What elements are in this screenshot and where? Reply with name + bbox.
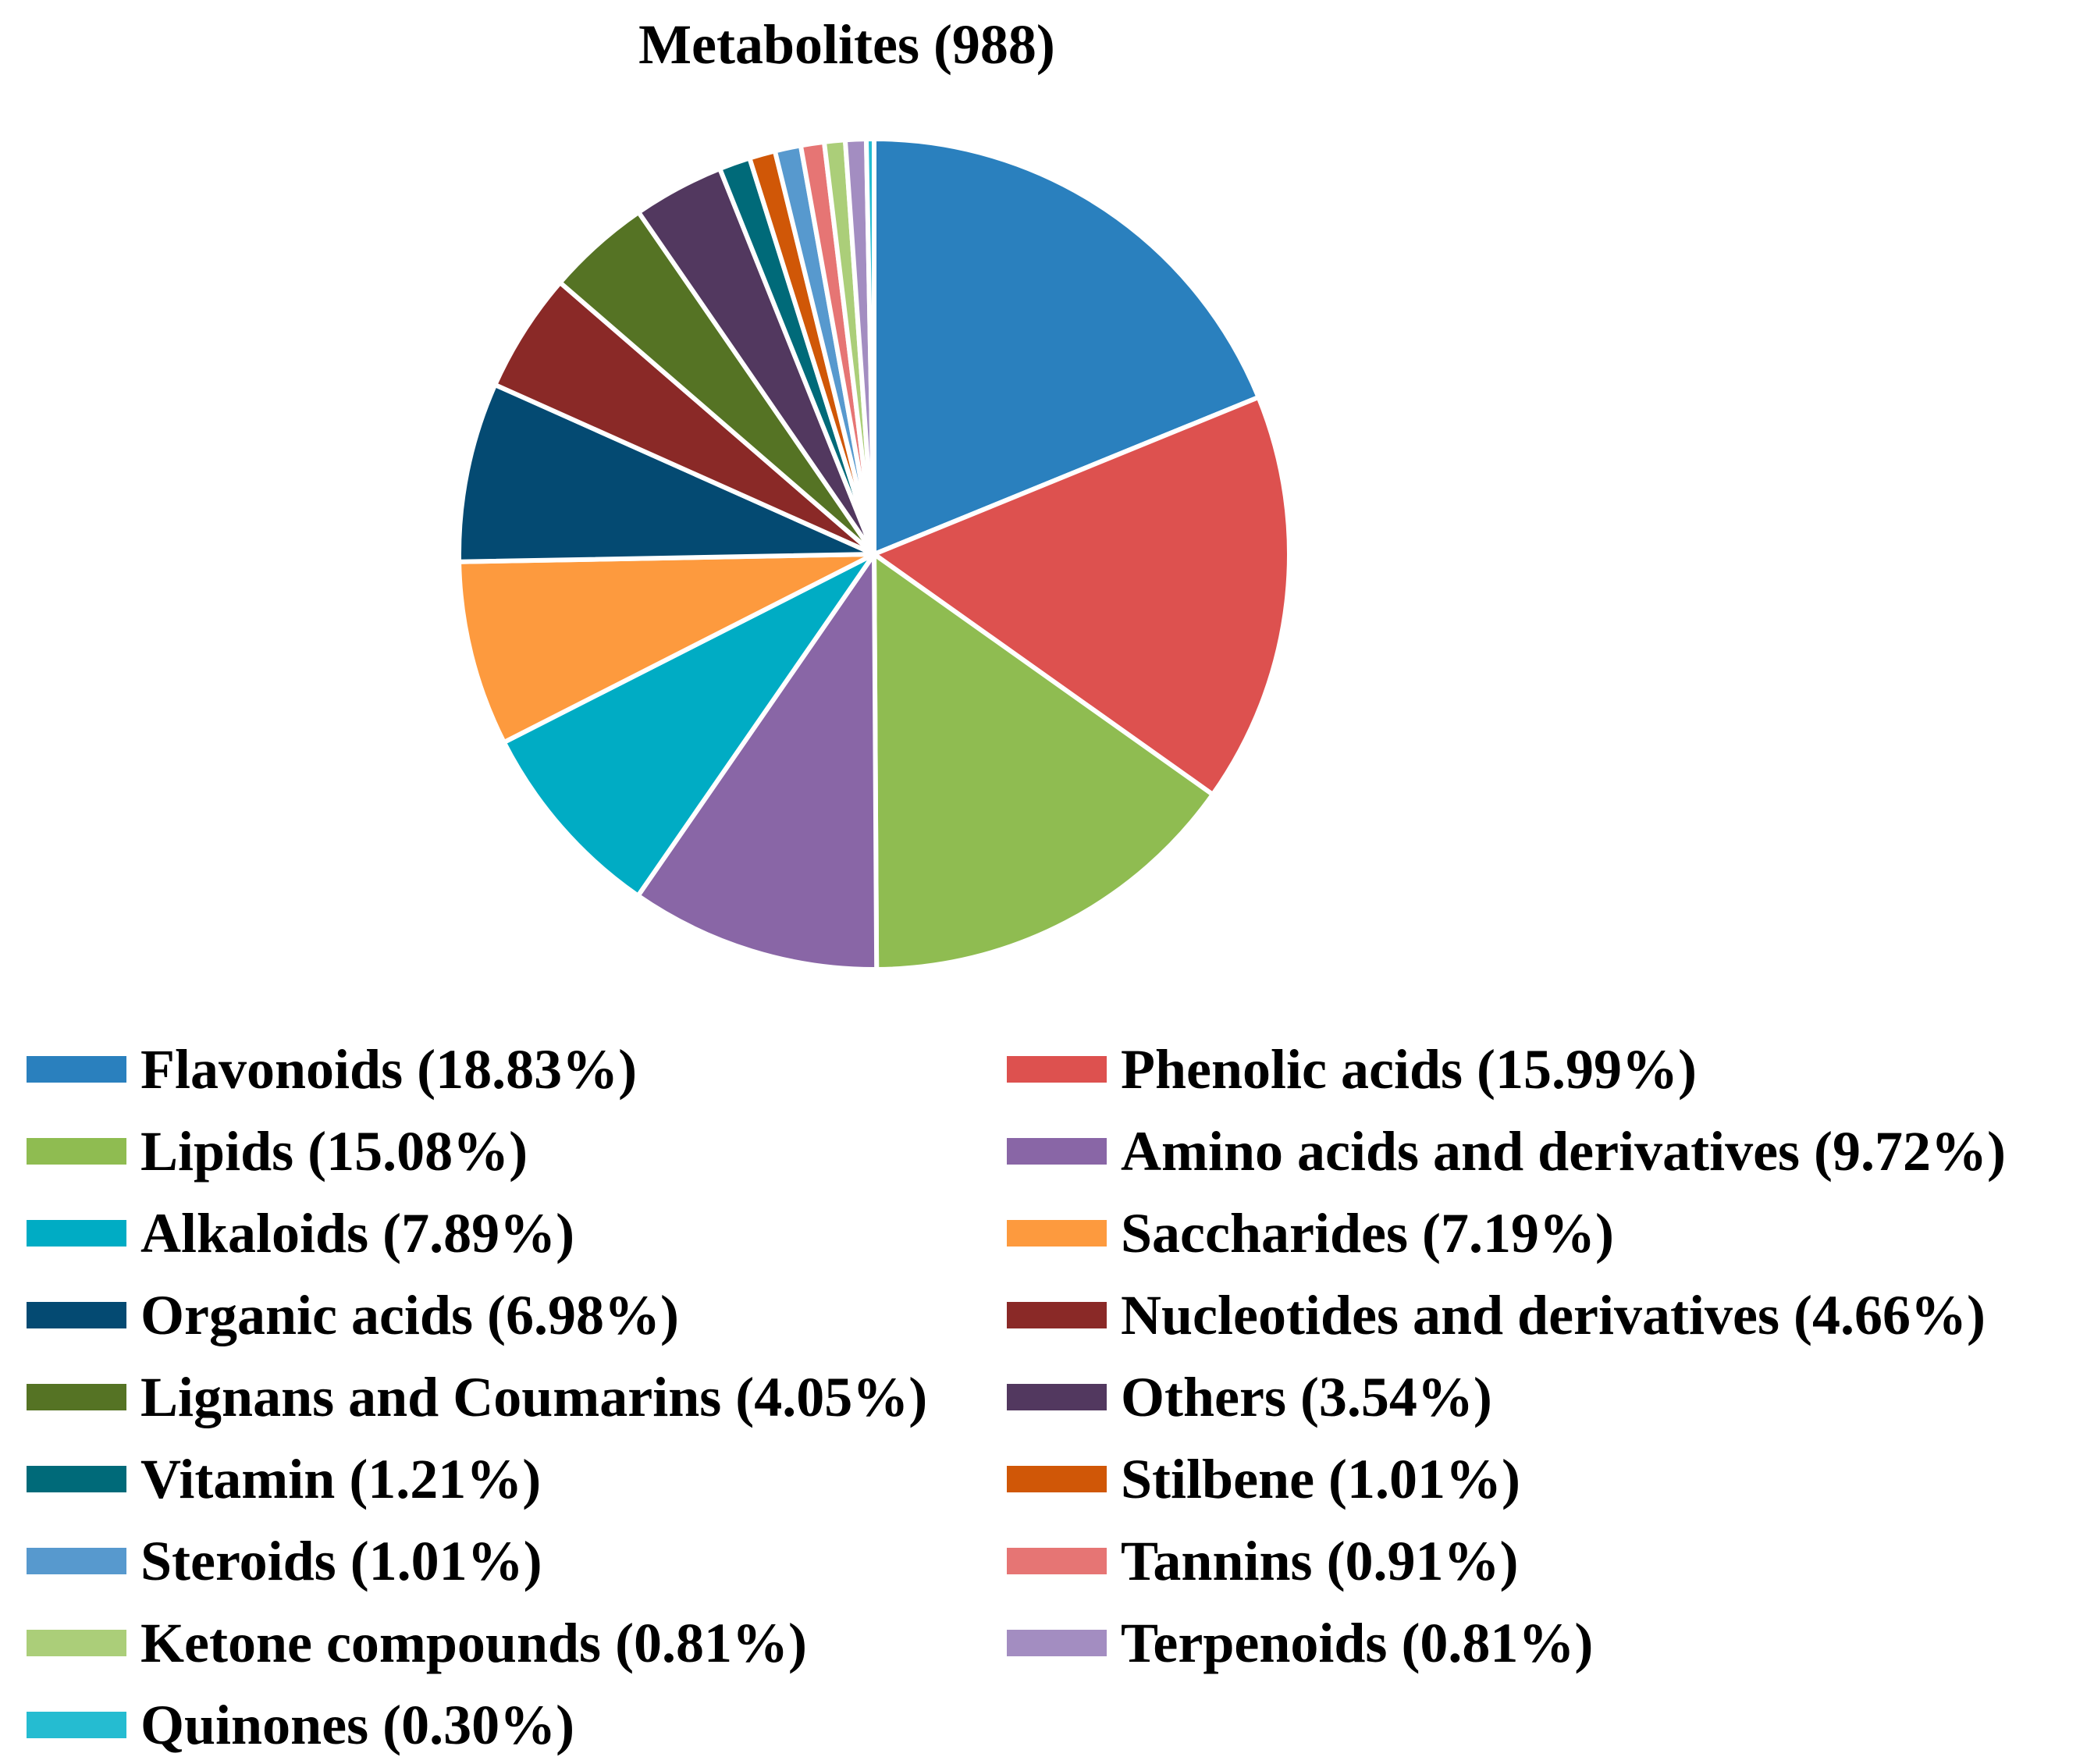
legend-swatch bbox=[27, 1548, 126, 1574]
pie-slice-nucleotides-and-derivatives bbox=[492, 279, 876, 557]
legend-item-terpenoids: Terpenoids (0.81%) bbox=[1007, 1604, 1593, 1682]
chart-title: Metabolites (988) bbox=[638, 13, 1055, 76]
legend-swatch bbox=[1007, 1302, 1107, 1328]
legend-label: Alkaloids (7.89%) bbox=[140, 1202, 575, 1264]
legend-item-alkaloids: Alkaloids (7.89%) bbox=[27, 1194, 574, 1272]
legend-label: Ketone compounds (0.81%) bbox=[140, 1612, 808, 1674]
legend-label: Tannins (0.91%) bbox=[1121, 1530, 1519, 1592]
legend-swatch bbox=[1007, 1466, 1107, 1492]
legend-swatch bbox=[27, 1138, 126, 1165]
pie-slice-lipids bbox=[872, 552, 1215, 972]
legend-item-flavonoids: Flavonoids (18.83%) bbox=[27, 1030, 637, 1108]
legend-label: Stilbene (1.01%) bbox=[1121, 1448, 1520, 1510]
legend-label: Organic acids (6.98%) bbox=[140, 1284, 679, 1346]
legend-swatch bbox=[27, 1056, 126, 1083]
legend-label: Lipids (15.08%) bbox=[140, 1120, 528, 1183]
legend-item-organic-acids: Organic acids (6.98%) bbox=[27, 1276, 679, 1354]
legend-item-amino-acids-and-derivatives: Amino acids and derivatives (9.72%) bbox=[1007, 1112, 2006, 1190]
pie-chart bbox=[457, 136, 1292, 972]
legend-swatch bbox=[1007, 1056, 1107, 1083]
legend-item-phenolic-acids: Phenolic acids (15.99%) bbox=[1007, 1030, 1697, 1108]
legend-swatch bbox=[27, 1220, 126, 1247]
legend-item-saccharides: Saccharides (7.19%) bbox=[1007, 1194, 1614, 1272]
legend-swatch bbox=[1007, 1630, 1107, 1656]
legend-item-ketone-compounds: Ketone compounds (0.81%) bbox=[27, 1604, 807, 1682]
legend-label: Terpenoids (0.81%) bbox=[1121, 1612, 1594, 1674]
pie-slice-phenolic-acids bbox=[872, 394, 1292, 797]
legend-swatch bbox=[27, 1302, 126, 1328]
legend-item-others: Others (3.54%) bbox=[1007, 1358, 1492, 1436]
legend-item-quinones: Quinones (0.30%) bbox=[27, 1686, 574, 1764]
legend-swatch bbox=[1007, 1138, 1107, 1165]
legend-item-vitamin: Vitamin (1.21%) bbox=[27, 1440, 541, 1518]
legend-swatch bbox=[1007, 1220, 1107, 1247]
legend-item-lignans-and-coumarins: Lignans and Coumarins (4.05%) bbox=[27, 1358, 927, 1436]
pie-slice-organic-acids bbox=[457, 382, 876, 564]
legend-swatch bbox=[1007, 1384, 1107, 1410]
legend-label: Saccharides (7.19%) bbox=[1121, 1202, 1614, 1264]
legend-item-tannins: Tannins (0.91%) bbox=[1007, 1522, 1519, 1600]
pie-slice-saccharides bbox=[457, 552, 876, 745]
legend-label: Quinones (0.30%) bbox=[140, 1694, 575, 1756]
legend-swatch bbox=[1007, 1548, 1107, 1574]
legend-swatch bbox=[27, 1712, 126, 1738]
pie-slice-flavonoids bbox=[872, 137, 1261, 557]
legend-label: Others (3.54%) bbox=[1121, 1366, 1492, 1428]
legend-label: Phenolic acids (15.99%) bbox=[1121, 1038, 1697, 1101]
legend-label: Steroids (1.01%) bbox=[140, 1530, 542, 1592]
legend-swatch bbox=[27, 1384, 126, 1410]
pie-slice-alkaloids bbox=[501, 552, 876, 898]
legend-label: Flavonoids (18.83%) bbox=[140, 1038, 638, 1101]
legend-label: Lignans and Coumarins (4.05%) bbox=[140, 1366, 928, 1428]
legend-item-steroids: Steroids (1.01%) bbox=[27, 1522, 542, 1600]
legend-item-lipids: Lipids (15.08%) bbox=[27, 1112, 528, 1190]
legend-label: Nucleotides and derivatives (4.66%) bbox=[1121, 1284, 1986, 1346]
legend-label: Vitamin (1.21%) bbox=[140, 1448, 542, 1510]
legend-swatch bbox=[27, 1466, 126, 1492]
legend-swatch bbox=[27, 1630, 126, 1656]
pie-slice-quinones bbox=[863, 136, 876, 557]
legend-item-nucleotides-and-derivatives: Nucleotides and derivatives (4.66%) bbox=[1007, 1276, 1986, 1354]
pie-slices bbox=[457, 136, 1292, 972]
legend-label: Amino acids and derivatives (9.72%) bbox=[1121, 1120, 2006, 1183]
pie-slice-amino-acids-and-derivatives bbox=[635, 552, 880, 972]
legend-item-stilbene: Stilbene (1.01%) bbox=[1007, 1440, 1520, 1518]
